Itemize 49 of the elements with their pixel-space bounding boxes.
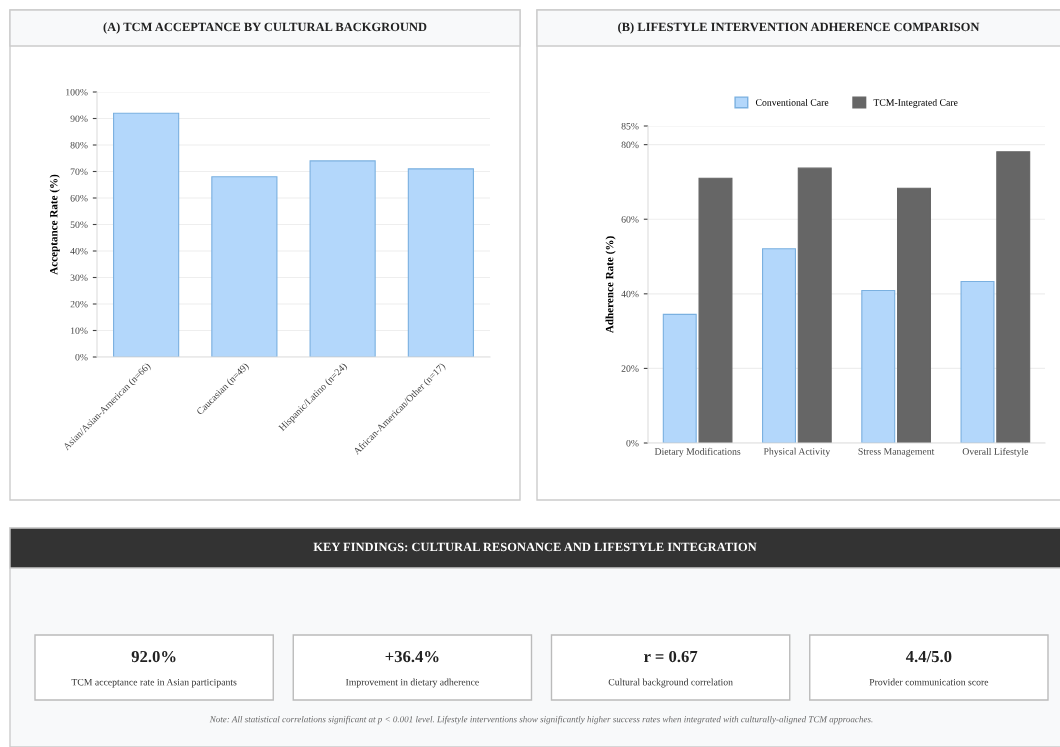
text: Improvement in dietary adherence: [345, 678, 479, 688]
bar: [698, 177, 733, 443]
x-tick-label: Physical Activity: [763, 447, 831, 457]
bar: [762, 248, 797, 443]
text: Cultural background correlation: [608, 678, 733, 688]
bar: [960, 280, 995, 443]
y-tick-label: 20%: [621, 365, 639, 372]
y-axis-title: Acceptance Rate (%): [49, 174, 60, 275]
legend-label: TCM-Integrated Care: [873, 98, 958, 108]
y-tick-label: 60%: [70, 194, 88, 202]
text: KEY FINDINGS: CULTURAL RESONANCE AND LIFESTYLE INTEGRATION: [313, 542, 757, 552]
y-tick-label: 30%: [70, 274, 88, 281]
text: +36.4%: [385, 650, 439, 663]
x-tick-label: Overall Lifestyle: [962, 447, 1029, 457]
bar: [861, 289, 896, 443]
bar: [797, 167, 832, 443]
y-tick-label: 10%: [71, 327, 88, 334]
y-tick-label: 100%: [66, 88, 88, 96]
text: 92.0%: [131, 650, 176, 663]
bar: [113, 112, 180, 357]
y-tick-label: 40%: [621, 290, 639, 298]
y-tick-label: 60%: [621, 216, 639, 223]
bar: [896, 187, 931, 443]
x-tick-label: Stress Management: [858, 448, 935, 457]
y-tick-label: 70%: [70, 168, 88, 175]
text: 4.4/5.0: [905, 650, 952, 663]
y-tick-label: 80%: [621, 141, 639, 149]
text: Provider communication score: [869, 678, 989, 686]
y-tick-label: 40%: [70, 247, 88, 255]
y-axis-title: Adherence Rate (%): [605, 236, 616, 334]
y-tick-label: 20%: [70, 300, 88, 308]
y-tick-label: 90%: [70, 115, 88, 122]
bar: [211, 176, 278, 357]
y-tick-label: 0%: [75, 353, 88, 361]
x-tick-label: Dietary Modifications: [654, 447, 741, 457]
y-tick-label: 50%: [70, 221, 88, 228]
chart-title: (B) LIFESTYLE INTERVENTION ADHERENCE COMPARISON: [618, 22, 980, 34]
y-tick-label: 80%: [70, 141, 88, 149]
bar: [996, 151, 1031, 443]
bar: [662, 313, 697, 443]
text: TCM acceptance rate in Asian participants: [71, 678, 237, 688]
y-tick-label: 85%: [621, 122, 639, 130]
legend-label: Conventional Care: [755, 98, 829, 106]
text: Note: All statistical correlations significant at p < 0.001 level. Lifestyle interventions show significantly higher success rates when integrated with culturally-aligned TCM approaches.: [209, 715, 873, 725]
text: r = 0.67: [644, 650, 698, 663]
bar: [407, 168, 474, 357]
y-tick-label: 0%: [626, 439, 639, 447]
chart-title: (A) TCM ACCEPTANCE BY CULTURAL BACKGROUND: [103, 22, 427, 34]
bar: [309, 160, 376, 357]
